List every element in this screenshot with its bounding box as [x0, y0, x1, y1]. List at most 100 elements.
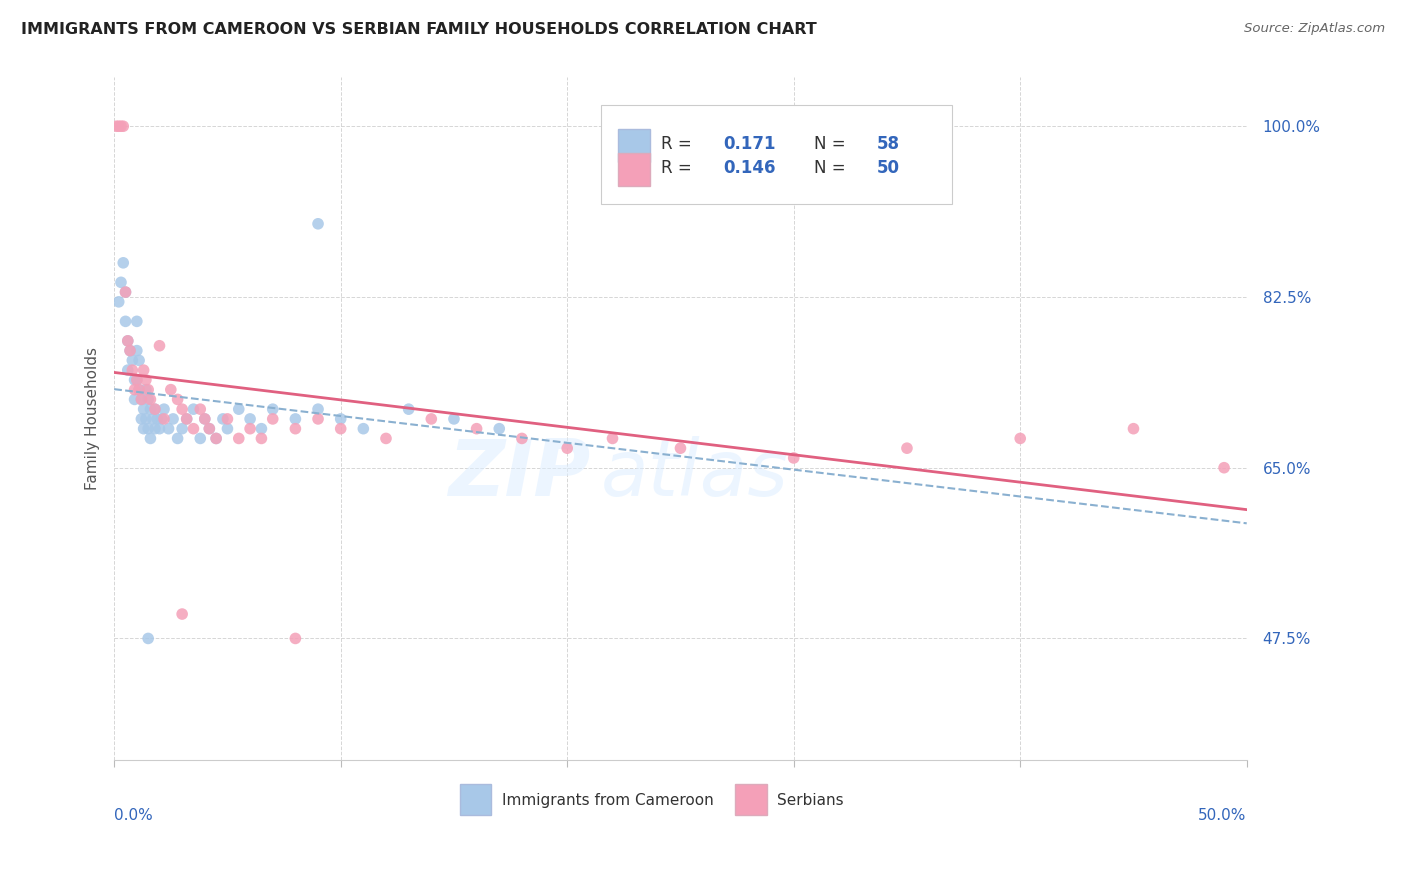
Point [217, 412, 239, 426]
Point [114, 285, 136, 299]
Bar [460, 784, 491, 815]
Point [198, 422, 221, 436]
Point [329, 422, 352, 436]
Point [443, 412, 465, 426]
Point [228, 402, 250, 417]
FancyBboxPatch shape [602, 104, 952, 203]
Point [153, 412, 176, 426]
Point [183, 402, 205, 417]
Point [239, 412, 262, 426]
Point [166, 432, 188, 446]
Point [124, 373, 146, 387]
Point [217, 422, 239, 436]
Point [128, 383, 150, 397]
Point [131, 412, 153, 426]
Point [602, 432, 624, 446]
Point [148, 422, 170, 436]
Point [105, 120, 128, 134]
Point [136, 392, 159, 407]
Point [212, 412, 235, 426]
Point [117, 363, 139, 377]
Point [125, 373, 148, 387]
Point [205, 432, 228, 446]
Point [176, 412, 198, 426]
Point [284, 412, 307, 426]
Point [188, 432, 211, 446]
Point [128, 383, 150, 397]
Point [307, 217, 329, 231]
Point [1213, 460, 1236, 475]
Point [375, 432, 398, 446]
Point [488, 422, 510, 436]
Point [555, 441, 578, 455]
Text: 50: 50 [876, 160, 900, 178]
Point [172, 402, 194, 417]
Point [228, 432, 250, 446]
Point [1122, 422, 1144, 436]
Point [139, 402, 162, 417]
Point [136, 422, 159, 436]
Point [117, 334, 139, 348]
Point [112, 256, 135, 270]
Point [166, 392, 188, 407]
Point [307, 402, 329, 417]
Point [157, 422, 180, 436]
Point [250, 432, 273, 446]
Point [284, 422, 307, 436]
Point [148, 339, 170, 353]
Point [896, 441, 918, 455]
Y-axis label: Family Households: Family Households [86, 347, 100, 491]
Point [143, 402, 166, 417]
Text: 58: 58 [876, 136, 900, 153]
Point [132, 402, 155, 417]
Text: 0.171: 0.171 [724, 136, 776, 153]
Point [107, 120, 129, 134]
Point [1010, 432, 1032, 446]
Point [284, 632, 307, 646]
Point [205, 432, 228, 446]
Point [420, 412, 443, 426]
Point [262, 402, 284, 417]
Point [162, 412, 184, 426]
Point [143, 402, 166, 417]
Text: Source: ZipAtlas.com: Source: ZipAtlas.com [1244, 22, 1385, 36]
Point [198, 422, 221, 436]
Text: 0.0%: 0.0% [114, 808, 153, 823]
Point [329, 412, 352, 426]
Text: atlas: atlas [602, 435, 789, 511]
Point [117, 334, 139, 348]
Point [352, 422, 374, 436]
Point [183, 422, 205, 436]
Point [125, 373, 148, 387]
Point [136, 632, 159, 646]
Point [239, 422, 262, 436]
Point [114, 314, 136, 328]
Text: 0.146: 0.146 [724, 160, 776, 178]
Point [128, 353, 150, 368]
Point [131, 392, 153, 407]
Point [398, 402, 420, 417]
Point [110, 120, 132, 134]
Point [194, 412, 217, 426]
Text: N =: N = [814, 136, 851, 153]
Point [262, 412, 284, 426]
Point [118, 343, 141, 358]
Text: IMMIGRANTS FROM CAMEROON VS SERBIAN FAMILY HOUSEHOLDS CORRELATION CHART: IMMIGRANTS FROM CAMEROON VS SERBIAN FAMI… [21, 22, 817, 37]
Point [124, 383, 146, 397]
Text: Immigrants from Cameroon: Immigrants from Cameroon [502, 792, 713, 807]
Text: ZIP: ZIP [447, 435, 591, 511]
Point [172, 607, 194, 621]
Point [465, 422, 488, 436]
Point [131, 392, 153, 407]
Bar [619, 129, 650, 162]
Point [194, 412, 217, 426]
Point [121, 353, 143, 368]
Point [307, 412, 329, 426]
Point [107, 294, 129, 309]
Point [124, 392, 146, 407]
Point [118, 343, 141, 358]
Point [139, 432, 162, 446]
Text: N =: N = [814, 160, 851, 178]
Text: R =: R = [661, 136, 697, 153]
Point [135, 373, 157, 387]
